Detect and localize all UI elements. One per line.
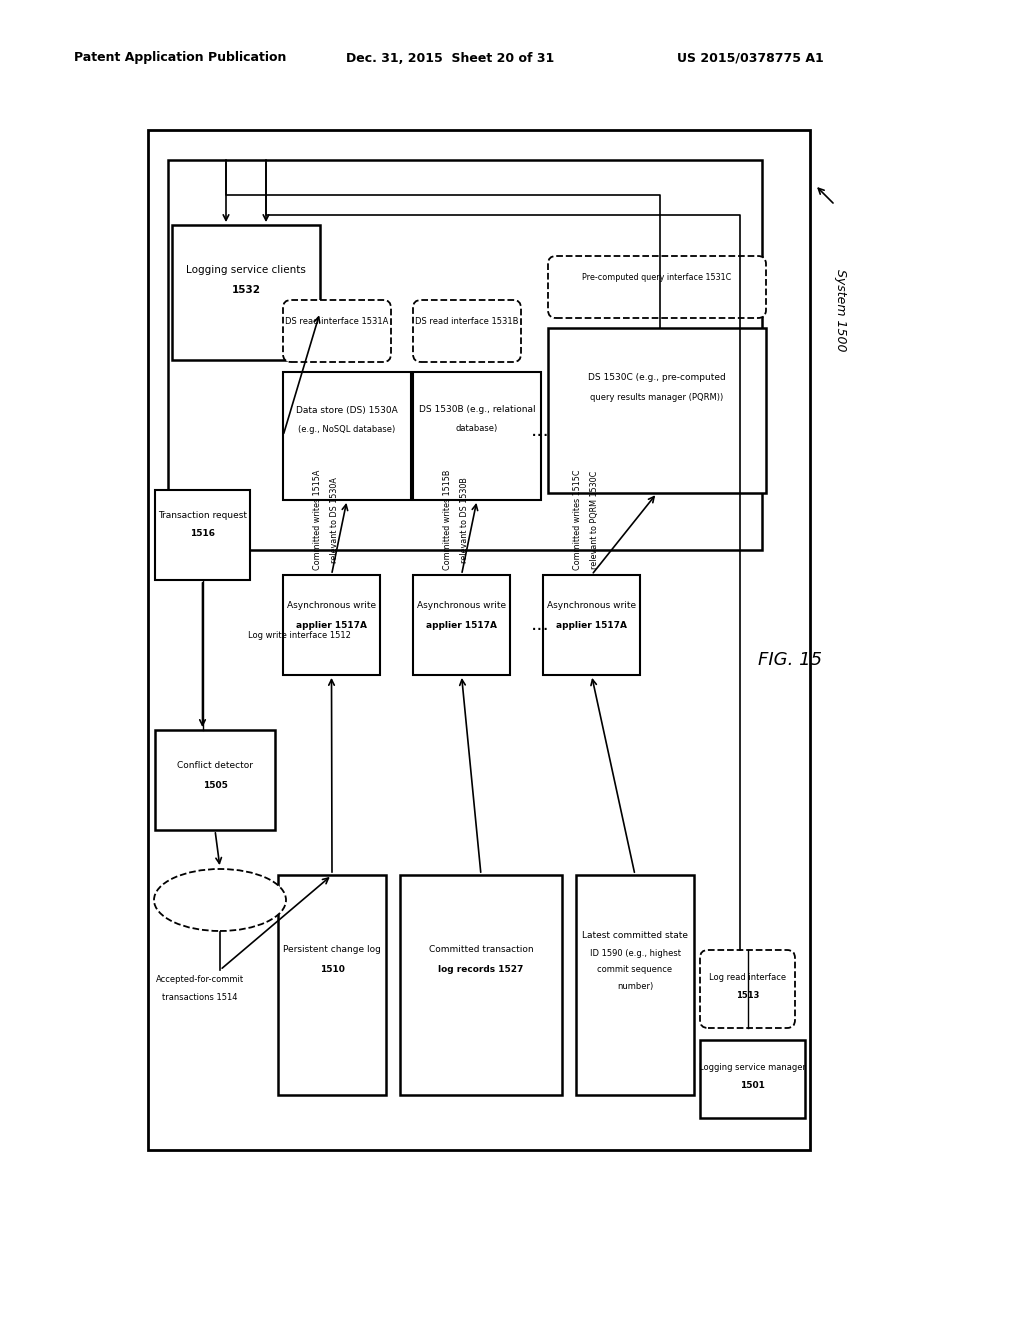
Text: ...: ... [530, 421, 549, 440]
Text: applier 1517A: applier 1517A [296, 620, 367, 630]
Text: database): database) [456, 425, 498, 433]
Text: Persistent change log: Persistent change log [283, 945, 381, 954]
Bar [543, 576, 640, 675]
Bar [155, 730, 275, 830]
Text: Committed writes 1515C: Committed writes 1515C [573, 470, 582, 570]
FancyBboxPatch shape [548, 256, 766, 318]
Text: applier 1517A: applier 1517A [556, 620, 627, 630]
Bar [172, 224, 319, 360]
Bar [413, 576, 510, 675]
Bar [278, 875, 386, 1096]
Text: applier 1517A: applier 1517A [426, 620, 497, 630]
Text: FIG. 15: FIG. 15 [758, 651, 822, 669]
Text: number): number) [616, 982, 653, 991]
Text: 1532: 1532 [231, 285, 260, 294]
FancyBboxPatch shape [283, 300, 391, 362]
Text: DS read interface 1531B: DS read interface 1531B [416, 318, 519, 326]
Text: Conflict detector: Conflict detector [177, 760, 253, 770]
Text: Committed writes 1515A: Committed writes 1515A [313, 470, 322, 570]
Text: Committed writes 1515B: Committed writes 1515B [443, 470, 452, 570]
Ellipse shape [154, 869, 286, 931]
Text: DS read interface 1531A: DS read interface 1531A [286, 318, 389, 326]
Text: US 2015/0378775 A1: US 2015/0378775 A1 [677, 51, 823, 65]
Bar [148, 129, 810, 1150]
Bar [413, 372, 541, 500]
Text: Log read interface: Log read interface [709, 974, 786, 982]
Text: 1501: 1501 [740, 1081, 765, 1090]
Text: Logging service manager: Logging service manager [699, 1064, 806, 1072]
Bar [283, 372, 411, 500]
Text: (e.g., NoSQL database): (e.g., NoSQL database) [298, 425, 395, 433]
Text: Asynchronous write: Asynchronous write [547, 601, 636, 610]
Text: commit sequence: commit sequence [597, 965, 673, 974]
Text: relevant to DS 1530A: relevant to DS 1530A [330, 477, 339, 562]
Bar [400, 875, 562, 1096]
Text: relevant to DS 1530B: relevant to DS 1530B [460, 477, 469, 562]
Text: Patent Application Publication: Patent Application Publication [74, 51, 286, 65]
Text: ...: ... [530, 615, 549, 635]
Text: Accepted-for-commit: Accepted-for-commit [156, 975, 244, 985]
Bar [575, 875, 694, 1096]
Text: 1505: 1505 [203, 780, 227, 789]
Text: Log write interface 1512: Log write interface 1512 [248, 631, 351, 639]
Text: Asynchronous write: Asynchronous write [287, 601, 376, 610]
Text: Committed transaction: Committed transaction [429, 945, 534, 954]
Text: 1513: 1513 [736, 990, 759, 999]
Text: Logging service clients: Logging service clients [186, 265, 306, 275]
Text: ID 1590 (e.g., highest: ID 1590 (e.g., highest [590, 949, 681, 957]
Text: System 1500: System 1500 [834, 269, 847, 351]
FancyBboxPatch shape [413, 300, 521, 362]
Bar [283, 576, 380, 675]
Bar [155, 490, 250, 579]
Text: query results manager (PQRM)): query results manager (PQRM)) [591, 393, 724, 403]
Text: 1510: 1510 [319, 965, 344, 974]
Text: Asynchronous write: Asynchronous write [417, 601, 506, 610]
Text: Pre-computed query interface 1531C: Pre-computed query interface 1531C [583, 273, 731, 282]
Bar [548, 327, 766, 492]
FancyBboxPatch shape [700, 950, 795, 1028]
Bar [168, 160, 762, 550]
Text: relevant to PQRM 1530C: relevant to PQRM 1530C [590, 471, 599, 569]
Text: 1516: 1516 [190, 528, 215, 537]
Text: DS 1530C (e.g., pre-computed: DS 1530C (e.g., pre-computed [588, 374, 726, 383]
Text: transactions 1514: transactions 1514 [162, 994, 238, 1002]
Text: Latest committed state: Latest committed state [582, 931, 688, 940]
Text: Transaction request: Transaction request [158, 511, 247, 520]
Text: DS 1530B (e.g., relational: DS 1530B (e.g., relational [419, 405, 536, 414]
Text: log records 1527: log records 1527 [438, 965, 523, 974]
Text: Data store (DS) 1530A: Data store (DS) 1530A [296, 405, 398, 414]
Bar [700, 1040, 805, 1118]
Text: Dec. 31, 2015  Sheet 20 of 31: Dec. 31, 2015 Sheet 20 of 31 [346, 51, 554, 65]
